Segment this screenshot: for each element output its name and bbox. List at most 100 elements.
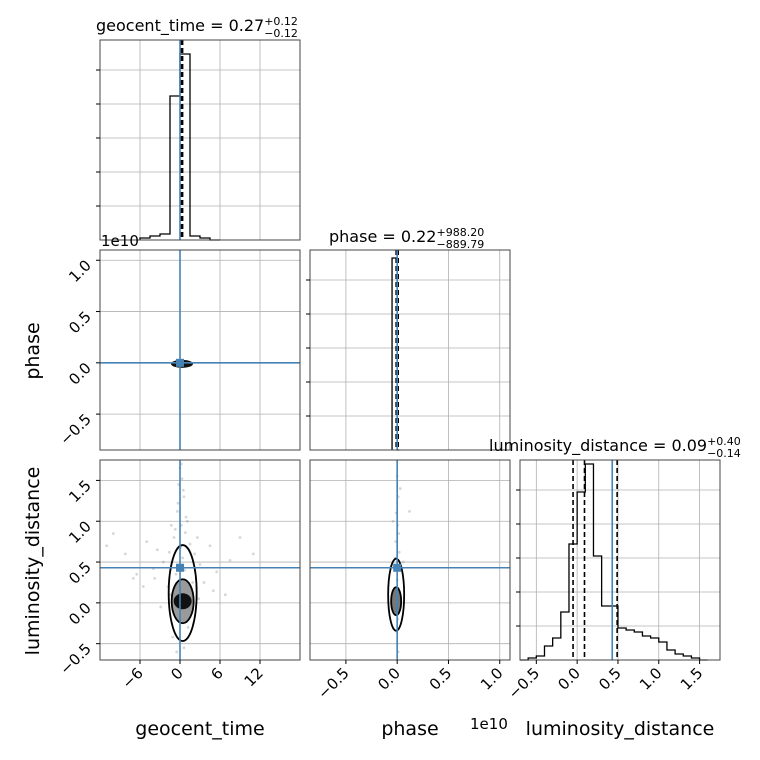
scatter-point: [191, 581, 195, 584]
scatter-point: [181, 556, 185, 560]
truth-marker: [176, 563, 184, 572]
y-tick-label-luminosity_distance: 0.0: [65, 599, 95, 629]
scatter-point: [175, 510, 179, 513]
scatter-point: [186, 625, 190, 629]
scatter-point: [398, 487, 402, 490]
scatter-point: [401, 560, 405, 564]
panel-frame: [99, 459, 301, 661]
scatter-point: [397, 532, 401, 535]
scatter-point: [202, 581, 206, 584]
data-layer: [100, 40, 708, 661]
x-tick-label-phase: 1.0: [477, 664, 507, 694]
panel-frame: [309, 459, 511, 661]
ylabel-luminosity-distance: luminosity_distance: [22, 467, 44, 656]
xlabel-luminosity-distance: luminosity_distance: [526, 718, 715, 740]
y-tick-label-luminosity_distance: 1.0: [65, 517, 95, 547]
scatter-point: [188, 542, 192, 546]
x-tick-label-luminosity_distance: 1.5: [677, 664, 707, 694]
panel-frame: [99, 249, 301, 451]
scatter-point: [391, 519, 395, 523]
contour-inner: [390, 586, 403, 617]
title-lower-error: −889.79: [436, 238, 484, 251]
scatter-point: [131, 576, 135, 580]
title-lower-error: −0.14: [707, 447, 741, 460]
scatter-point: [159, 605, 163, 609]
scatter-point: [155, 548, 159, 552]
offset-text-x-phase: 1e10: [470, 715, 508, 733]
title-main-text: luminosity_distance = 0.09: [489, 436, 707, 456]
scatter-point: [408, 510, 411, 513]
title-main-text: phase = 0.22: [329, 227, 436, 246]
scatter-point: [182, 495, 186, 499]
x-tick-label-luminosity_distance: 0.0: [554, 664, 584, 694]
scatter-point: [197, 597, 201, 601]
title-luminosity-distance: luminosity_distance = 0.09+0.40 −0.14: [489, 435, 741, 460]
contour-outer: [387, 557, 406, 632]
scatter-point: [397, 550, 401, 554]
title-upper-error: +0.12: [264, 15, 298, 28]
panel-frame: [99, 39, 301, 241]
scatter-point: [171, 635, 175, 639]
xlabel-phase: phase: [381, 718, 438, 740]
scatter-point: [184, 515, 188, 519]
title-main-text: geocent_time = 0.27: [96, 16, 264, 36]
y-tick-label-phase: 0.5: [65, 308, 95, 338]
scatter-point: [208, 544, 212, 548]
scatter-point: [215, 570, 219, 574]
x-tick-label-luminosity_distance: 1.0: [636, 664, 666, 694]
scatter-point: [193, 552, 197, 556]
scatter-point: [169, 523, 173, 527]
x-tick-label-geocent_time: −6: [118, 664, 146, 692]
scatter-point: [141, 585, 145, 588]
scatter-point: [183, 531, 187, 535]
scatter-point: [172, 536, 176, 539]
truth-marker: [176, 358, 184, 367]
contour-outer: [167, 544, 198, 642]
scatter-point: [181, 488, 185, 492]
scatter-point: [251, 552, 255, 556]
y-tick-label-phase: 1.0: [65, 256, 95, 286]
y-tick-label-luminosity_distance: 1.5: [65, 477, 95, 507]
scatter-point: [174, 572, 178, 576]
x-tick-label-geocent_time: 12: [241, 664, 267, 690]
offset-text-y-phase: 1e10: [101, 232, 139, 250]
ylabel-phase: phase: [22, 322, 44, 379]
title-lower-error: −0.12: [264, 27, 298, 40]
text-layer: −6 0 6 12 −0.5 0.0 0.5 1.0−0.5 0.0 0.5 1.0 1.5−0.50…: [56, 256, 706, 702]
title-upper-error: +988.20: [436, 226, 484, 239]
histogram-luminosity_distance: [520, 463, 708, 661]
scatter-point: [223, 593, 227, 597]
x-tick-label-geocent_time: 6: [207, 664, 226, 683]
scatter-point: [161, 560, 165, 564]
scatter-point: [176, 501, 180, 505]
y-tick-label-luminosity_distance: −0.5: [56, 640, 94, 678]
title-upper-error: +0.40: [707, 435, 741, 448]
scatter-point: [211, 589, 215, 593]
x-tick-label-phase: 0.5: [426, 664, 456, 694]
panel-frame: [309, 249, 511, 451]
scatter-point: [105, 544, 109, 548]
title-geocent-time: geocent_time = 0.27+0.12 −0.12: [96, 15, 298, 40]
x-tick-label-geocent_time: 0: [167, 664, 186, 683]
x-tick-label-phase: −0.5: [314, 664, 352, 702]
x-tick-label-phase: 0.0: [374, 664, 404, 694]
scatter-point: [198, 563, 202, 566]
x-tick-label-luminosity_distance: −0.5: [505, 664, 543, 702]
scatter-point: [394, 540, 398, 544]
scatter-point: [123, 552, 127, 556]
y-tick-label-phase: 0.0: [65, 359, 95, 389]
scatter-point: [111, 532, 115, 535]
x-tick-label-luminosity_distance: 0.5: [595, 664, 625, 694]
xlabel-geocent-time: geocent_time: [135, 718, 264, 740]
y-tick-label-luminosity_distance: 0.5: [65, 558, 95, 588]
scatter-point: [182, 646, 186, 650]
scatter-point: [145, 540, 149, 544]
scatter-point: [175, 650, 179, 654]
scatter-point: [153, 576, 157, 580]
panel-frame: [519, 459, 721, 661]
title-phase: phase = 0.22+988.20 −889.79: [329, 226, 484, 251]
scatter-point: [195, 536, 199, 539]
scatter-point: [173, 527, 177, 531]
scatter-point: [180, 477, 184, 481]
